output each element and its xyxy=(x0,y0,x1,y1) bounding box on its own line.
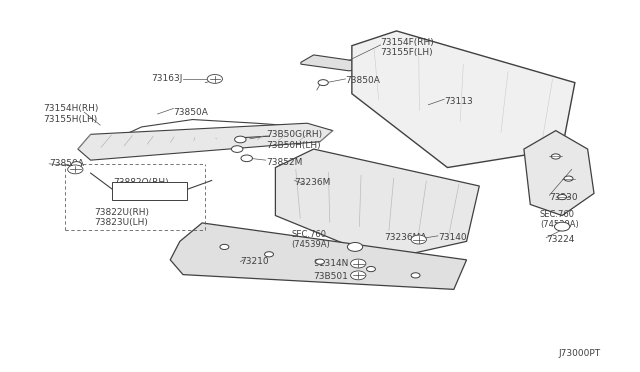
Text: 73224: 73224 xyxy=(546,235,575,244)
Circle shape xyxy=(411,273,420,278)
Circle shape xyxy=(564,176,573,181)
Text: 73154H(RH)
73155H(LH): 73154H(RH) 73155H(LH) xyxy=(43,104,98,124)
Circle shape xyxy=(551,154,560,159)
Text: 73B501: 73B501 xyxy=(314,272,349,281)
Polygon shape xyxy=(170,223,467,289)
Text: 73230: 73230 xyxy=(549,193,578,202)
Text: 91314N: 91314N xyxy=(314,259,349,268)
Text: 73850A: 73850A xyxy=(173,108,208,117)
Polygon shape xyxy=(301,55,365,71)
Circle shape xyxy=(367,266,376,272)
Circle shape xyxy=(411,235,426,244)
Polygon shape xyxy=(524,131,594,215)
Text: 73140: 73140 xyxy=(438,233,467,242)
Circle shape xyxy=(348,243,363,251)
Text: SEC.760
(74539A): SEC.760 (74539A) xyxy=(540,209,579,229)
Circle shape xyxy=(554,222,570,231)
Text: 73822U(RH)
73823U(LH): 73822U(RH) 73823U(LH) xyxy=(94,208,148,227)
Text: 73113: 73113 xyxy=(444,97,473,106)
Circle shape xyxy=(235,136,246,143)
Text: 73236MA: 73236MA xyxy=(384,233,426,242)
Polygon shape xyxy=(352,31,575,167)
Circle shape xyxy=(318,80,328,86)
Text: SEC.760
(74539A): SEC.760 (74539A) xyxy=(291,230,330,249)
Text: 73B50G(RH)
73B50H(LH): 73B50G(RH) 73B50H(LH) xyxy=(266,130,322,150)
Text: 73236M: 73236M xyxy=(294,178,331,187)
Text: J73000PT: J73000PT xyxy=(558,350,600,359)
Text: 73210: 73210 xyxy=(241,257,269,266)
Circle shape xyxy=(316,259,324,264)
Circle shape xyxy=(241,155,252,161)
Circle shape xyxy=(351,271,366,280)
Text: 73850A: 73850A xyxy=(346,76,380,85)
Text: 73852M: 73852M xyxy=(266,157,302,167)
Text: SEC: SEC xyxy=(350,244,360,249)
Text: 73163J: 73163J xyxy=(152,74,183,83)
Circle shape xyxy=(232,146,243,153)
Text: 73882Q(RH)
73882QA(LH): 73882Q(RH) 73882QA(LH) xyxy=(113,178,173,198)
Text: 73154F(RH)
73155F(LH): 73154F(RH) 73155F(LH) xyxy=(381,38,435,57)
Circle shape xyxy=(72,161,82,167)
FancyBboxPatch shape xyxy=(111,182,188,200)
Circle shape xyxy=(264,252,273,257)
Circle shape xyxy=(220,244,229,250)
Circle shape xyxy=(557,195,566,200)
Polygon shape xyxy=(275,149,479,260)
Polygon shape xyxy=(78,123,333,160)
Circle shape xyxy=(351,259,366,268)
Circle shape xyxy=(68,165,83,174)
Circle shape xyxy=(207,74,223,83)
Text: 73850A: 73850A xyxy=(49,159,84,169)
